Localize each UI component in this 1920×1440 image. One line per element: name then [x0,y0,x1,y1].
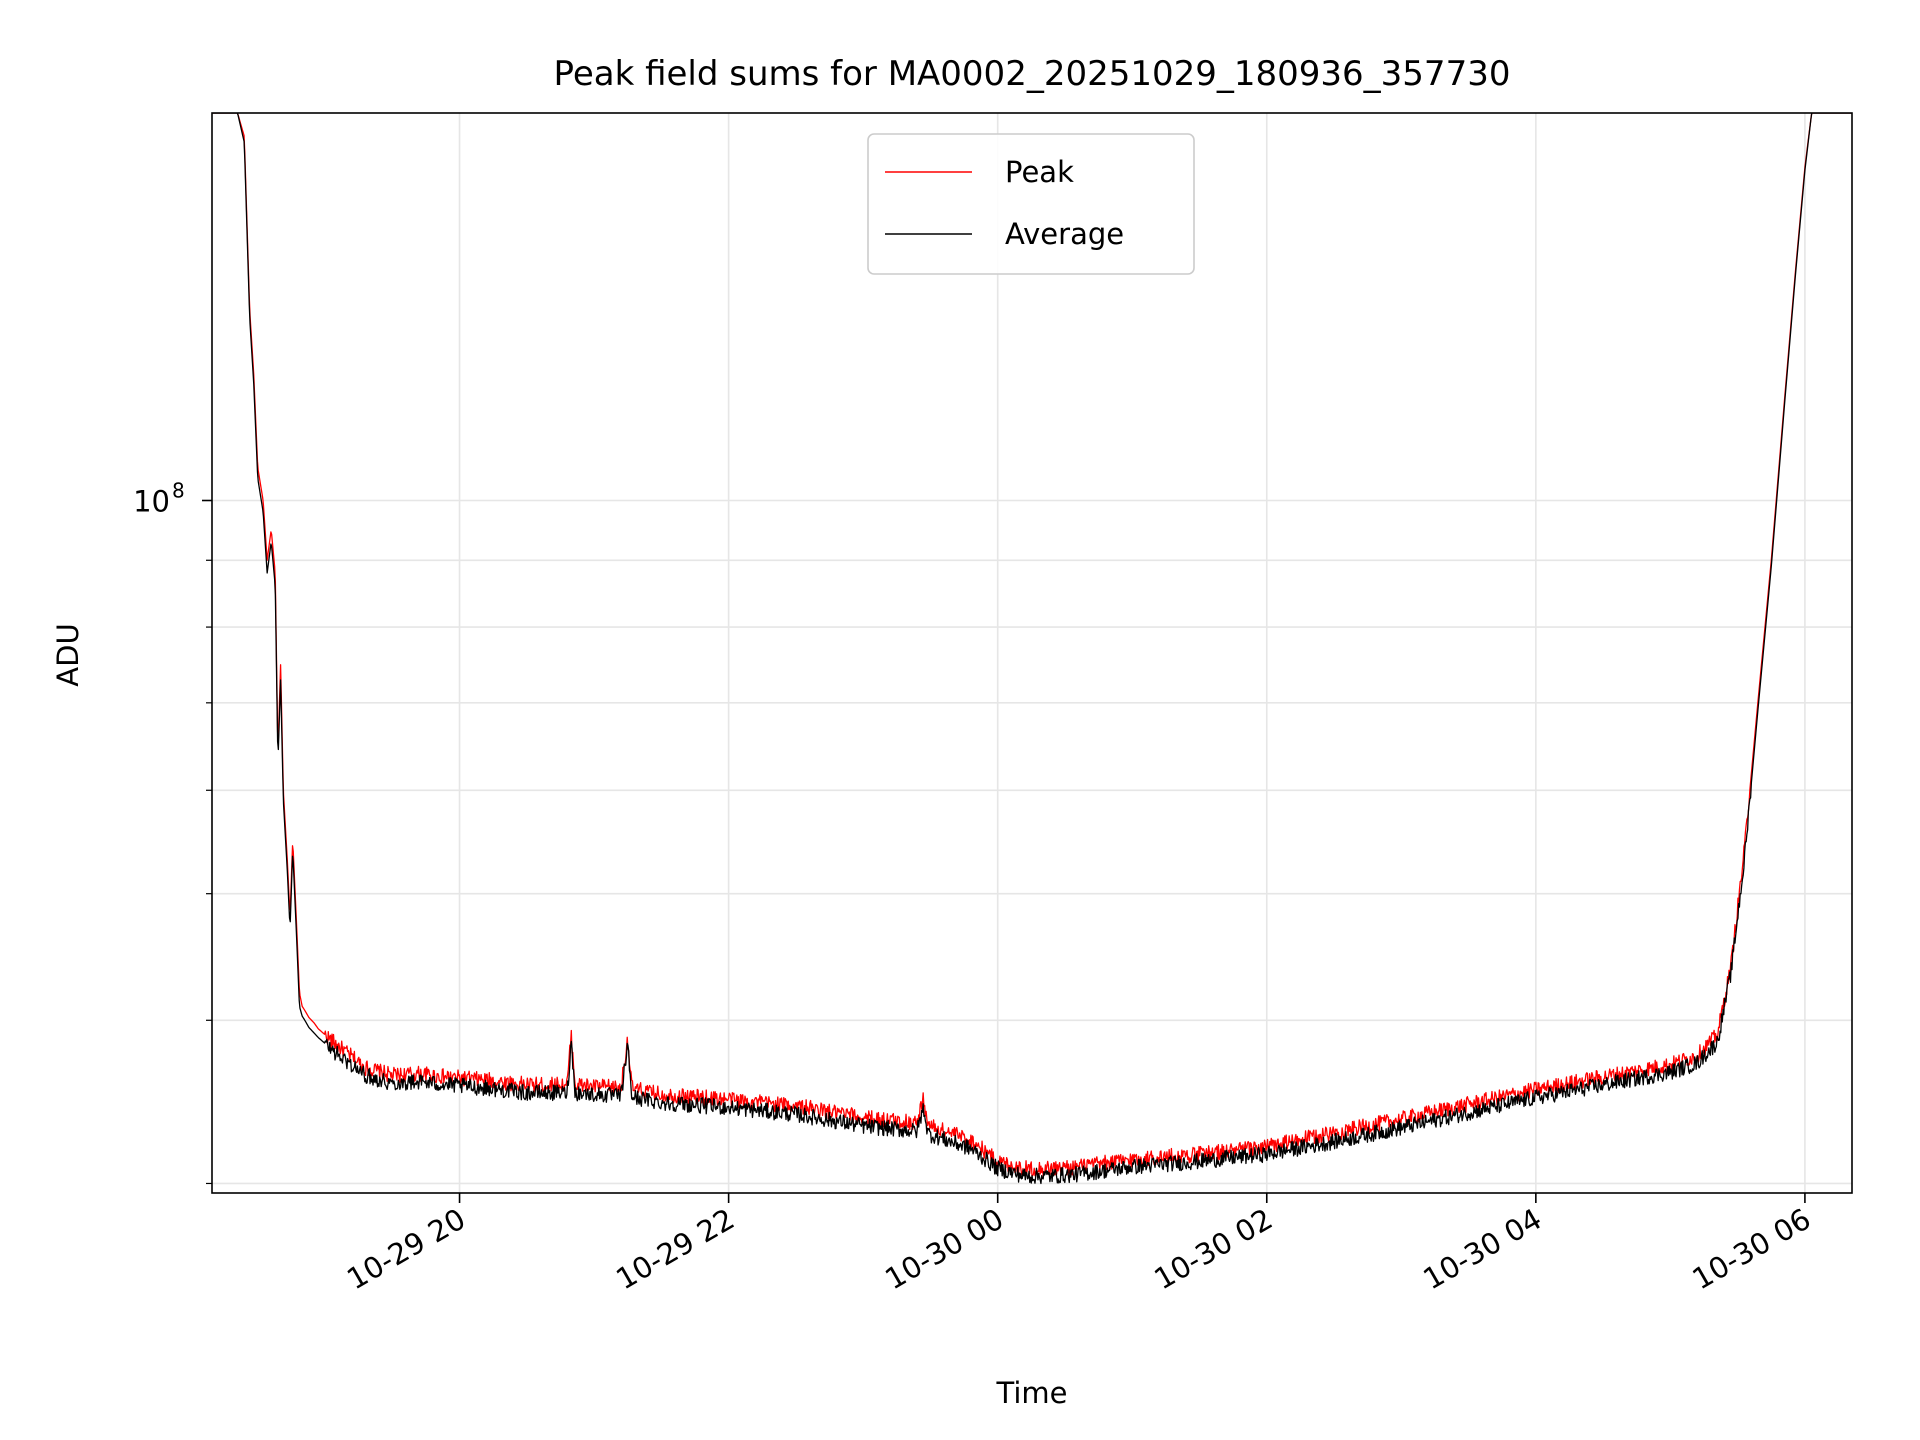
plot-frame [211,112,1853,1194]
y-tick-label-base: 10 [133,484,170,518]
legend-label-average: Average [1005,217,1124,251]
legend: Peak Average [867,133,1195,275]
y-axis-label: ADU [51,623,85,686]
y-tick-label-exponent: 8 [172,478,185,502]
legend-box [867,133,1195,275]
x-axis-label: Time [996,1376,1068,1410]
grid [212,113,1852,1193]
legend-label-peak: Peak [1005,155,1074,189]
series-line-average [212,113,1852,1185]
series-group [212,113,1852,1185]
chart-title: Peak field sums for MA0002_20251029_1809… [554,54,1511,94]
